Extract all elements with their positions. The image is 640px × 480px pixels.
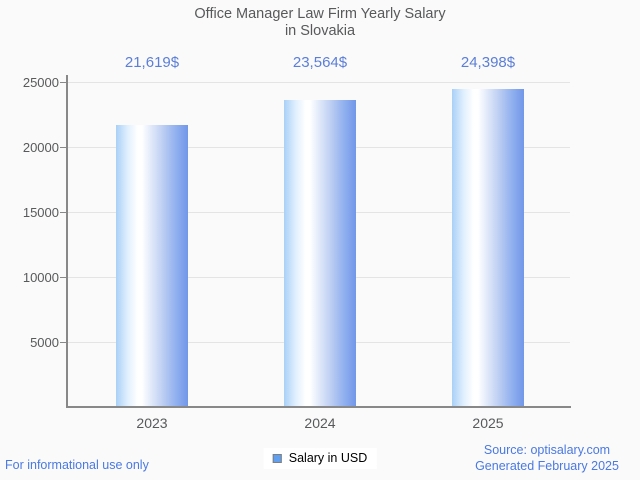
chart-legend: Salary in USD <box>263 448 377 469</box>
footer-source: Source: optisalary.com <box>483 443 611 457</box>
gridline <box>67 82 570 83</box>
y-axis-label: 20000 <box>22 140 59 155</box>
y-axis-tick <box>60 212 67 213</box>
bar-2025 <box>452 88 524 406</box>
y-axis-label: 10000 <box>22 270 59 285</box>
y-axis-tick <box>60 342 67 343</box>
bar-value-label: 23,564$ <box>292 54 348 71</box>
y-axis-line <box>66 75 68 408</box>
y-axis-label: 15000 <box>22 205 59 220</box>
x-axis-label: 2023 <box>136 415 168 431</box>
y-axis-label: 5000 <box>30 335 59 350</box>
y-axis-tick <box>60 147 67 148</box>
footer-disclaimer: For informational use only <box>5 458 149 472</box>
bar-2023 <box>116 124 188 406</box>
footer-generated: Generated February 2025 <box>475 459 619 473</box>
bar-value-label: 24,398$ <box>460 54 516 71</box>
chart-title: Office Manager Law Firm Yearly Salary <box>194 6 446 22</box>
chart-title-block: Office Manager Law Firm Yearly Salary in… <box>0 6 640 40</box>
chart-subtitle: in Slovakia <box>284 23 356 39</box>
y-axis-tick <box>60 277 67 278</box>
bar-value-label: 21,619$ <box>124 54 180 71</box>
x-axis-label: 2024 <box>304 415 336 431</box>
x-axis-label: 2025 <box>472 415 504 431</box>
y-axis-tick <box>60 82 67 83</box>
legend-label: Salary in USD <box>288 451 368 465</box>
x-axis-line <box>66 406 571 408</box>
legend-swatch-icon <box>272 453 282 463</box>
y-axis-label: 25000 <box>22 75 59 90</box>
footer-attribution: Source: optisalary.com Generated Februar… <box>462 442 632 474</box>
bar-2024 <box>284 99 356 406</box>
